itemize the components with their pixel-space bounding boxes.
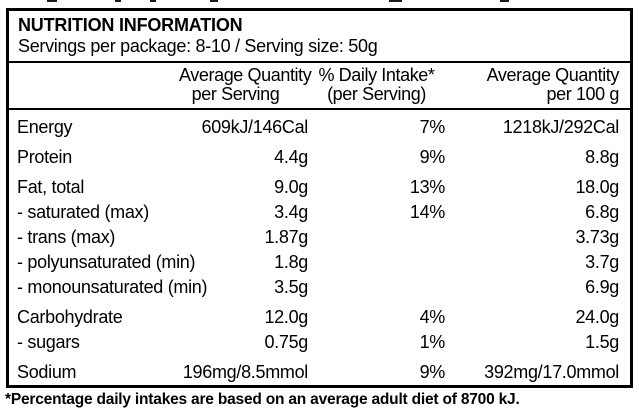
nutrient-name: Protein [17,147,72,167]
value-per-serving: 9.0g [274,177,308,197]
nutrient-name: - polyunsaturated (min) [17,252,196,272]
col-header-daily-intake: % Daily Intake* (per Serving) [308,66,445,104]
table-row: Carbohydrate 12.0g 4% 24.0g [9,305,630,330]
daily-intake-value: 7% [419,117,446,137]
value-per-serving: 4.4g [274,147,308,167]
servings-line: Servings per package: 8-10 / Serving siz… [18,36,378,56]
daily-intake-value [308,225,445,250]
value-per-serving: 609kJ/146Cal [201,117,309,137]
value-per-100g: 18.0g [575,177,619,197]
nutrient-name: Sodium [17,362,77,382]
value-per-100g: 3.7g [585,252,619,272]
value-per-100g: 1.5g [585,332,619,352]
daily-intake-value: 1% [419,332,446,352]
value-per-100g: 1218kJ/292Cal [502,117,619,137]
table-row: - sugars 0.75g 1% 1.5g [9,330,630,355]
col-header-line: Average Quantity [486,65,620,85]
text-fragment [389,0,402,2]
col-header-line: Average Quantity [179,65,312,85]
title-block: NUTRITION INFORMATION Servings per packa… [9,11,630,63]
col-header-per-100g: Average Quantity per 100 g [445,66,630,104]
daily-intake-value: 13% [409,177,445,197]
value-per-serving: 196mg/8.5mmol [182,362,308,382]
nutrient-name: - monounsaturated (min) [17,277,208,297]
daily-intake-value [308,275,445,300]
nutrient-name: Energy [17,117,73,137]
nutrition-information-panel: NUTRITION INFORMATION Servings per packa… [6,8,633,388]
text-fragment [500,0,509,2]
value-per-100g: 8.8g [585,147,619,167]
col-header-nutrient-empty [9,66,179,104]
value-per-serving: 0.75g [264,332,308,352]
table-row: Fat, total 9.0g 13% 18.0g [9,175,630,200]
table-row: - polyunsaturated (min) 1.8g 3.7g [9,250,630,275]
nutrient-name: Fat, total [17,177,85,197]
text-fragment [115,0,121,2]
daily-intake-value: 4% [419,307,446,327]
daily-intake-footnote: *Percentage daily intakes are based on a… [5,391,520,408]
daily-intake-value: 14% [409,202,445,222]
panel-title: NUTRITION INFORMATION [18,15,243,35]
table-row: - monounsaturated (min) 3.5g 6.9g [9,275,630,300]
value-per-100g: 6.8g [585,202,619,222]
nutrient-name: - sugars [17,332,80,352]
nutrient-name: - trans (max) [17,227,116,247]
col-header-line: % Daily Intake* [318,65,435,85]
value-per-100g: 392mg/17.0mmol [484,362,619,382]
value-per-100g: 6.9g [585,277,619,297]
col-header-line: per 100 g [546,84,620,104]
text-fragment [210,0,218,2]
value-per-serving: 1.87g [264,227,308,247]
table-row: - trans (max) 1.87g 3.73g [9,225,630,250]
daily-intake-value: 9% [419,147,446,167]
nutrition-table-body: Energy 609kJ/146Cal 7% 1218kJ/292Cal Pro… [9,110,630,385]
table-row: Protein 4.4g 9% 8.8g [9,145,630,170]
table-row: - saturated (max) 3.4g 14% 6.8g [9,200,630,225]
value-per-serving: 3.4g [274,202,308,222]
value-per-serving: 12.0g [264,307,308,327]
col-header-line: (per Serving) [327,84,426,104]
table-row: Energy 609kJ/146Cal 7% 1218kJ/292Cal [9,115,630,140]
column-headers: Average Quantity per Serving % Daily Int… [9,63,630,110]
daily-intake-value: 9% [419,362,446,382]
col-header-per-serving: Average Quantity per Serving [179,65,312,104]
value-per-serving: 1.8g [274,252,308,272]
value-per-100g: 3.73g [575,227,619,247]
table-row: Sodium 196mg/8.5mmol 9% 392mg/17.0mmol [9,360,630,385]
value-per-serving: 3.5g [274,277,308,297]
nutrient-name: Carbohydrate [17,307,123,327]
text-fragment [47,0,57,2]
text-fragment [150,0,156,2]
daily-intake-value [308,250,445,275]
value-per-100g: 24.0g [575,307,619,327]
col-header-line: per Serving [191,84,280,104]
clipped-text-remnant [0,0,639,3]
nutrient-name: - saturated (max) [17,202,149,222]
